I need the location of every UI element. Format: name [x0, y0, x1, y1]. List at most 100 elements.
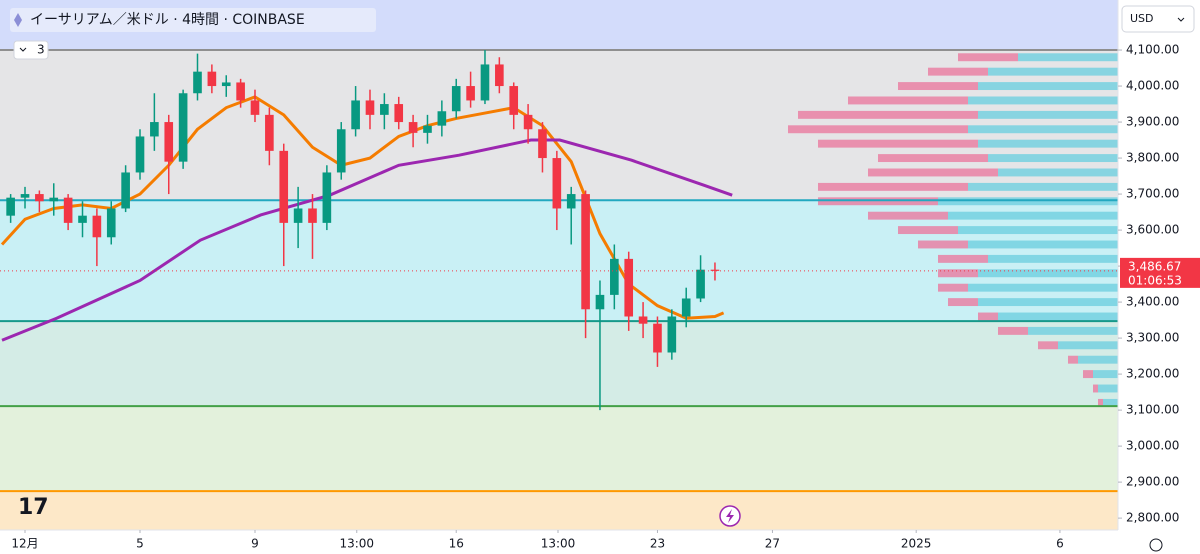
volume-up: [978, 269, 1118, 278]
x-tick-label: 2025: [901, 537, 932, 551]
chevron-icon: [1177, 17, 1185, 22]
candle-body: [624, 258, 634, 317]
volume-down: [948, 298, 978, 307]
volume-down: [798, 110, 978, 119]
candle-body: [638, 316, 648, 324]
candle-body: [265, 114, 274, 151]
x-tick-label: 13:00: [541, 537, 576, 551]
candle-body: [451, 86, 461, 112]
candle-body: [523, 114, 533, 130]
volume-down: [1098, 398, 1103, 407]
currency-label[interactable]: USD: [1130, 12, 1154, 25]
candle-body: [6, 197, 15, 216]
symbol-title[interactable]: イーサリアム／米ドル · 4時間 · COINBASE: [30, 12, 305, 28]
volume-down: [938, 254, 988, 263]
x-tick-label: 6: [1056, 537, 1064, 551]
volume-up: [998, 312, 1118, 321]
volume-up: [1103, 398, 1118, 407]
y-tick-label: 3,000.00: [1126, 439, 1179, 453]
zone: [0, 200, 1118, 322]
volume-up: [968, 182, 1118, 191]
time-axis-bg: [0, 530, 1200, 554]
candle-body: [495, 64, 504, 87]
moving-average: [0, 95, 725, 320]
zone: [0, 491, 1118, 530]
candle-body: [63, 197, 73, 223]
volume-down: [1068, 355, 1078, 364]
candle-body: [423, 125, 432, 133]
x-tick-label: 23: [650, 537, 665, 551]
x-tick-label: 12月: [11, 537, 38, 551]
volume-up: [968, 240, 1118, 249]
candle-body: [552, 158, 562, 209]
x-tick-label: 9: [251, 537, 259, 551]
x-tick-label: 16: [449, 537, 464, 551]
volume-down: [978, 312, 998, 321]
candle-body: [538, 129, 547, 159]
countdown-label: 01:06:53: [1128, 273, 1182, 287]
y-tick-label: 2,800.00: [1126, 511, 1179, 525]
candle-body: [566, 194, 576, 209]
candle-body: [78, 215, 87, 223]
candle-body: [207, 71, 217, 87]
legend-bg: [10, 8, 376, 32]
volume-up: [978, 298, 1118, 307]
candle-body: [480, 64, 490, 101]
eth-icon: [14, 13, 22, 27]
candle-body: [351, 100, 360, 130]
currency-button[interactable]: [1121, 5, 1195, 33]
volume-down: [938, 269, 978, 278]
y-tick-label: 4,000.00: [1126, 79, 1179, 93]
x-tick-label: 13:00: [339, 537, 374, 551]
y-tick-label: 2,900.00: [1126, 475, 1179, 489]
volume-up: [978, 139, 1118, 148]
candle-body: [236, 82, 245, 101]
volume-up: [988, 67, 1118, 76]
candle-body: [466, 86, 475, 101]
volume-down: [958, 53, 1018, 62]
volume-up: [978, 110, 1118, 119]
volume-up: [968, 96, 1118, 105]
last-price-label: 3,486.67: [1128, 259, 1181, 273]
volume-up: [988, 254, 1118, 263]
candle-body: [667, 316, 677, 353]
volume-up: [958, 226, 1118, 235]
moving-average: [1, 138, 733, 342]
y-tick-label: 3,400.00: [1126, 295, 1179, 309]
volume-up: [968, 125, 1118, 134]
volume-up: [948, 211, 1118, 220]
chevron-icon: [19, 47, 27, 52]
volume-down: [1093, 384, 1098, 393]
volume-up: [978, 82, 1118, 91]
volume-up: [998, 168, 1118, 177]
volume-down: [998, 326, 1028, 335]
candle-body: [380, 104, 389, 115]
settings-icon[interactable]: [1149, 538, 1163, 552]
volume-down: [928, 67, 988, 76]
candle-body: [164, 122, 174, 162]
candle-body: [121, 172, 130, 209]
y-tick-label: 3,300.00: [1126, 331, 1179, 345]
y-tick-label: 3,900.00: [1126, 115, 1179, 129]
candle-body: [308, 208, 317, 223]
candle-body: [250, 100, 260, 115]
volume-up: [968, 283, 1118, 292]
indicator-toggle[interactable]: [13, 40, 49, 60]
candle-body: [696, 269, 705, 299]
volume-down: [818, 197, 938, 206]
volume-down: [918, 240, 968, 249]
candle-body: [595, 294, 605, 310]
volume-down: [818, 139, 978, 148]
y-tick-label: 3,100.00: [1126, 403, 1179, 417]
candle-body: [135, 136, 145, 173]
tv-logo[interactable]: 17: [18, 495, 49, 520]
indicator-count[interactable]: 3: [37, 43, 45, 57]
y-tick-label: 3,600.00: [1126, 223, 1179, 237]
candle-body: [681, 298, 691, 317]
candle-body: [193, 71, 202, 94]
candle-body: [279, 150, 289, 223]
candle-body: [178, 93, 188, 162]
candle-body: [49, 197, 59, 202]
zone: [0, 321, 1118, 407]
